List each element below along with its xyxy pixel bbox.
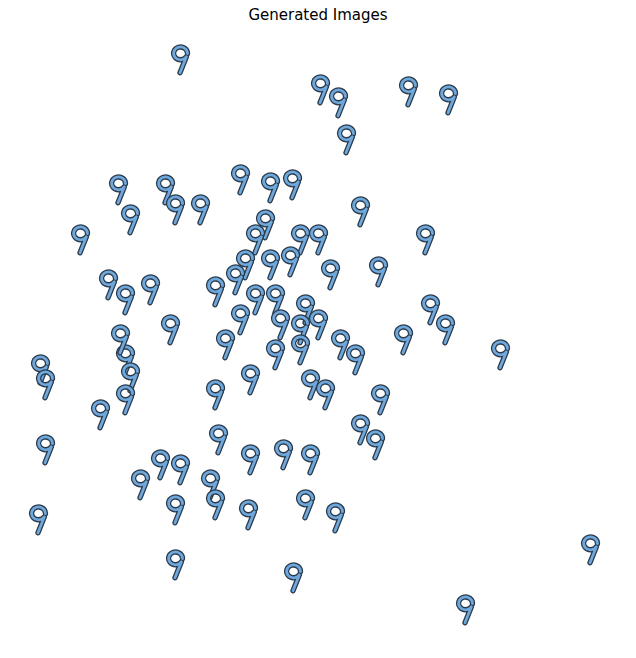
- svg-text:Generated Images: Generated Images: [248, 6, 387, 24]
